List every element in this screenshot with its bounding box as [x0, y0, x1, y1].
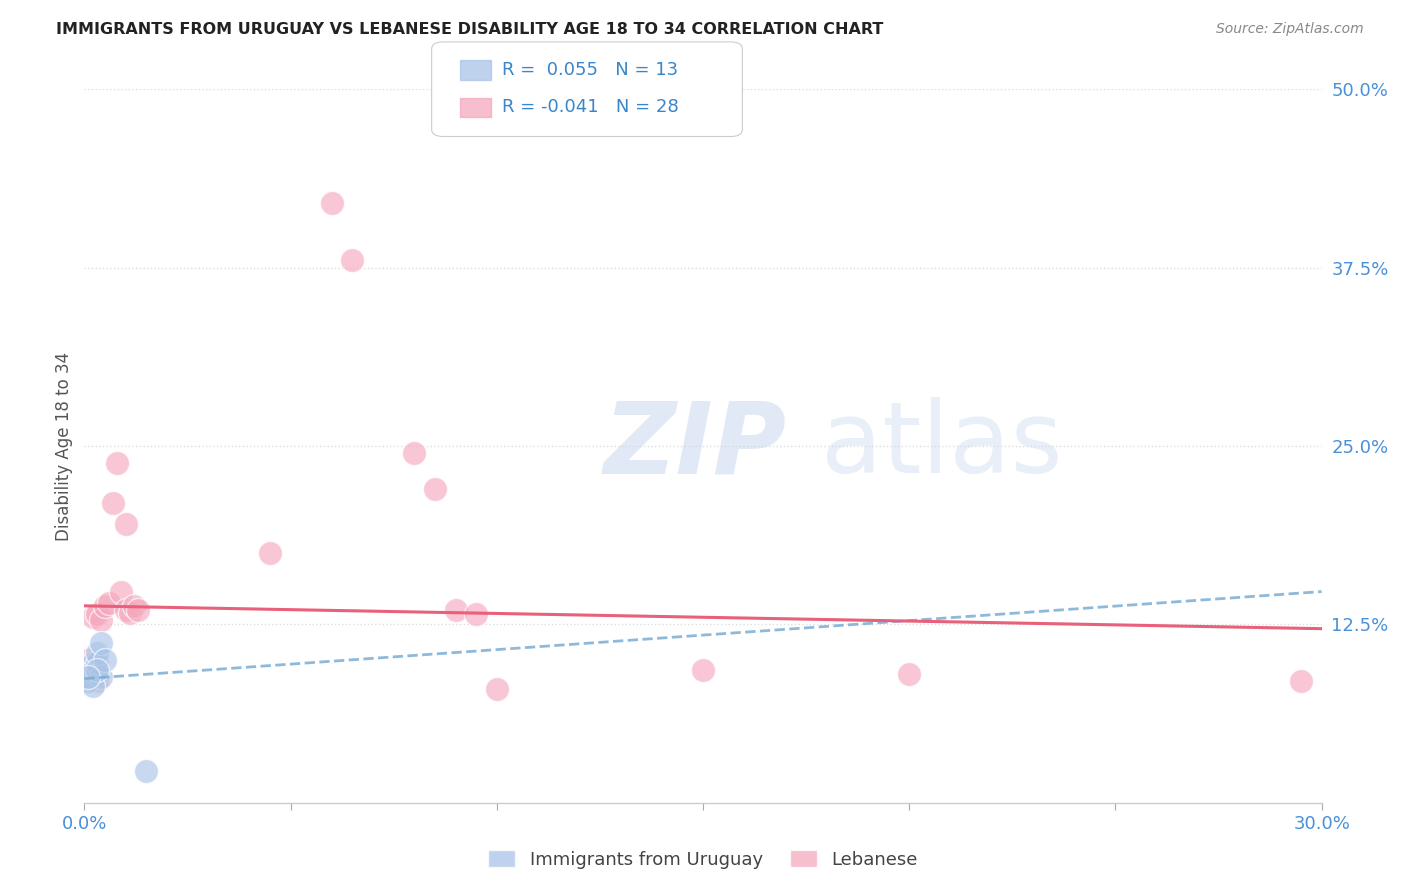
Point: [898, 667, 921, 681]
Point: [98, 596, 121, 610]
Point: [122, 599, 145, 613]
Point: [114, 603, 136, 617]
Point: [77, 670, 100, 684]
Text: R =  0.055   N = 13: R = 0.055 N = 13: [502, 61, 678, 78]
Point: [321, 196, 343, 211]
Point: [90, 636, 112, 650]
Point: [82, 665, 104, 679]
Point: [342, 253, 364, 268]
Point: [135, 764, 157, 779]
Point: [77, 653, 100, 667]
Point: [86, 646, 108, 660]
Point: [423, 482, 446, 496]
Point: [82, 610, 104, 624]
Text: R = -0.041   N = 28: R = -0.041 N = 28: [502, 98, 679, 117]
Point: [82, 656, 104, 670]
Point: [404, 446, 426, 460]
Text: Source: ZipAtlas.com: Source: ZipAtlas.com: [1216, 22, 1364, 37]
Point: [77, 674, 100, 689]
Y-axis label: Disability Age 18 to 34: Disability Age 18 to 34: [55, 351, 73, 541]
Text: IMMIGRANTS FROM URUGUAY VS LEBANESE DISABILITY AGE 18 TO 34 CORRELATION CHART: IMMIGRANTS FROM URUGUAY VS LEBANESE DISA…: [56, 22, 883, 37]
Point: [94, 599, 117, 613]
Point: [90, 613, 112, 627]
Point: [77, 670, 100, 684]
Point: [485, 681, 508, 696]
Point: [86, 656, 108, 670]
Point: [103, 496, 125, 510]
Point: [82, 665, 104, 679]
Legend: Immigrants from Uruguay, Lebanese: Immigrants from Uruguay, Lebanese: [481, 843, 925, 876]
Point: [114, 517, 136, 532]
Point: [118, 606, 141, 620]
Point: [692, 663, 714, 677]
Point: [82, 679, 104, 693]
Point: [259, 546, 281, 560]
Point: [465, 607, 488, 622]
Text: atlas: atlas: [821, 398, 1062, 494]
Point: [110, 584, 132, 599]
Point: [90, 670, 112, 684]
Point: [94, 653, 117, 667]
Text: ZIP: ZIP: [605, 398, 787, 494]
Point: [105, 456, 128, 470]
Point: [127, 603, 149, 617]
Point: [86, 674, 108, 689]
Point: [1289, 674, 1312, 689]
Point: [86, 663, 108, 677]
Point: [444, 603, 467, 617]
Point: [86, 667, 108, 681]
Point: [86, 607, 108, 622]
